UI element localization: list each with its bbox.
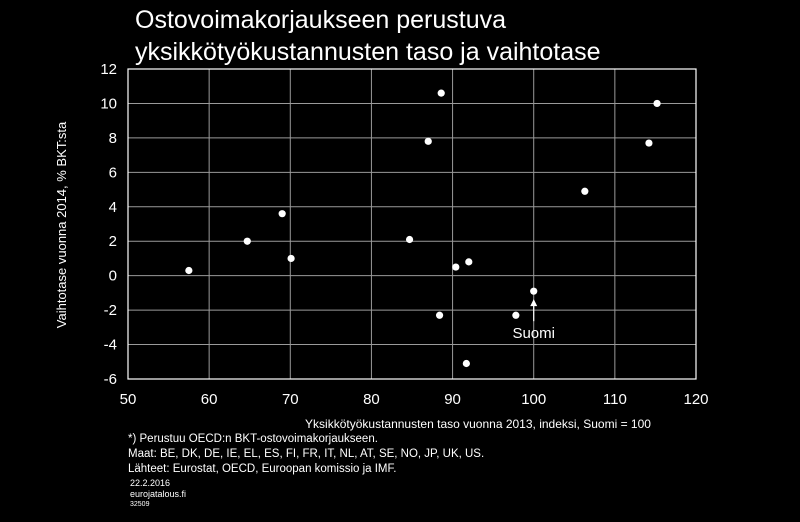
data-point (424, 137, 432, 145)
x-tick-label: 80 (363, 391, 380, 408)
annotation-label: Suomi (512, 325, 555, 342)
data-point (653, 99, 661, 108)
data-point (452, 263, 460, 271)
y-axis-label: Vaihtotase vuonna 2014, % BKT:sta (54, 121, 69, 328)
x-tick-label: 90 (444, 391, 461, 408)
y-tick-label: 0 (109, 268, 117, 285)
x-tick-label: 60 (201, 391, 218, 408)
data-point (437, 89, 445, 97)
annotation-arrow-head (530, 299, 538, 307)
y-tick-label: 12 (100, 61, 117, 78)
data-point (405, 235, 414, 244)
data-point (530, 287, 538, 295)
data-point (512, 311, 520, 319)
data-point (435, 311, 444, 319)
footer: 22.2.2016 eurojatalous.fi 32509 (130, 478, 186, 510)
x-tick-label: 70 (282, 391, 299, 408)
y-tick-label: 4 (109, 199, 117, 216)
y-tick-label: 2 (109, 233, 117, 250)
y-tick-label: 8 (109, 130, 117, 147)
axes (127, 68, 697, 380)
x-axis-label: Yksikkötyökustannusten taso vuonna 2013,… (305, 417, 651, 431)
chart-title: Ostovoimakorjaukseen perustuva yksikköty… (135, 4, 601, 68)
notes: *) Perustuu OECD:n BKT-ostovoimakorjauks… (128, 432, 484, 477)
y-tick-label: 6 (109, 164, 117, 181)
data-points (185, 89, 661, 368)
data-point (645, 139, 653, 147)
y-tick-label: 10 (100, 95, 117, 112)
y-tick-label: -6 (104, 371, 117, 388)
note-basis: *) Perustuu OECD:n BKT-ostovoimakorjauks… (128, 433, 378, 445)
x-tick-label: 50 (120, 391, 137, 408)
data-point (462, 359, 470, 368)
data-point (581, 187, 589, 195)
note-sources: Lähteet: Eurostat, OECD, Euroopan komiss… (128, 463, 397, 475)
footer-site: eurojatalous.fi (130, 489, 187, 499)
x-tick-label: 100 (521, 391, 546, 408)
y-tick-label: -4 (104, 337, 117, 354)
x-tick-label: 110 (603, 391, 627, 408)
plot-frame (127, 68, 697, 380)
data-point (278, 210, 286, 218)
footer-code: 32509 (130, 501, 150, 508)
data-point (465, 258, 473, 266)
chart-title-line-2: yksikkötyökustannusten taso ja vaihtotas… (135, 38, 601, 66)
annotation: Suomi (512, 299, 555, 342)
y-tick-label: -2 (104, 302, 117, 319)
data-point (243, 237, 251, 245)
grid-lines (128, 69, 696, 379)
data-point (287, 254, 295, 263)
chart-title-line-1: Ostovoimakorjaukseen perustuva (135, 6, 507, 34)
footer-date: 22.2.2016 (130, 478, 171, 488)
note-countries: Maat: BE, DK, DE, IE, EL, ES, FI, FR, IT… (128, 448, 485, 460)
x-tick-label: 120 (683, 391, 708, 408)
tick-labels: 50 60 70 80 90 100 110 120 12 10 8 6 4 2 0 -2 -4 -6 (100, 61, 708, 408)
data-point (185, 266, 193, 275)
